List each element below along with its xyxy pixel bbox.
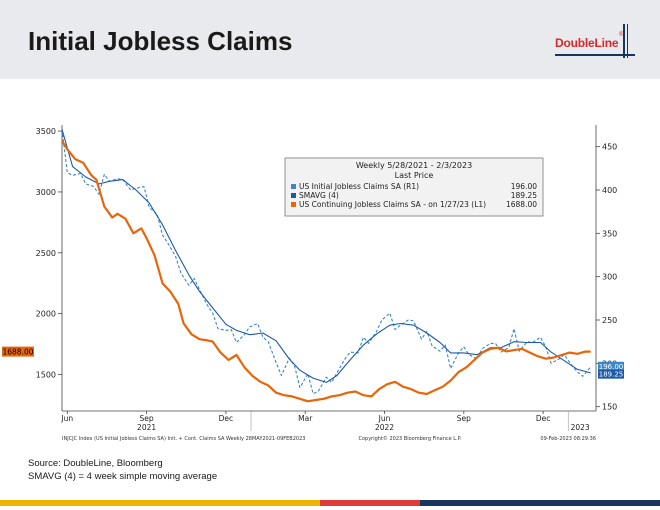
doubleline-logo: DoubleLine ® [555, 24, 635, 58]
legend-swatch-1 [291, 184, 296, 189]
x-tick-label: Dec [219, 414, 234, 423]
right-last-value-tag-2 [598, 369, 624, 379]
logo-horizontal-line [555, 54, 635, 56]
legend-swatch-3 [291, 202, 296, 207]
slide-header: Initial Jobless Claims DoubleLine ® [0, 0, 660, 79]
caption-center: Copyright© 2023 Bloomberg Finance L.P. [358, 435, 461, 442]
slide-title: Initial Jobless Claims [28, 26, 293, 56]
x-tick-label: Mar [298, 414, 313, 423]
right-last-value-tag-1 [598, 361, 624, 371]
x-tick-label: Dec [536, 414, 551, 423]
right-tick-label: 350 [602, 229, 617, 238]
legend-entry-value: 196.00 [511, 182, 537, 191]
right-tick-label: 450 [602, 143, 617, 152]
left-tick-label: 2500 [36, 249, 56, 258]
x-tick-label: Sep [140, 414, 154, 423]
legend-title: Weekly 5/28/2021 - 2/3/2023 [356, 161, 472, 170]
legend-entry-name: US Initial Jobless Claims SA (R1) [299, 182, 419, 191]
footer-bar-red [320, 500, 420, 506]
right-last-value-label-2: 189.25 [599, 371, 624, 379]
left-tick-label: 2000 [36, 310, 56, 319]
source-note: Source: DoubleLine, Bloomberg [28, 458, 163, 469]
x-tick-label: Sep [457, 414, 471, 423]
x-year-label: 2021 [137, 423, 156, 432]
jobless-claims-chart: 3500300025002000150045040035030025020015… [2, 125, 624, 442]
right-tick-label: 150 [602, 403, 617, 412]
legend-swatch-2 [291, 193, 296, 198]
left-tick-label: 3500 [36, 127, 56, 136]
legend-entry-value: 189.25 [511, 191, 537, 200]
caption-left: INJCJC Index (US Initial Jobless Claims … [62, 436, 305, 442]
left-tick-label: 1500 [36, 370, 56, 379]
right-tick-label: 300 [602, 273, 617, 282]
legend-entry-name: SMAVG (4) [299, 191, 339, 200]
left-tick-label: 3000 [36, 188, 56, 197]
series-line-1 [61, 129, 592, 395]
series-line-3 [61, 140, 591, 403]
footer-bar-navy [420, 500, 660, 506]
caption-right: 09-Feb-2023 08:29:36 [540, 436, 596, 442]
left-last-value-label: 1688.00 [2, 348, 33, 357]
logo-vertical-line-thin [627, 24, 628, 58]
chart-container: 3500300025002000150045040035030025020015… [0, 115, 660, 455]
x-tick-label: Jun [378, 414, 391, 423]
legend-box [284, 157, 544, 217]
x-year-label: 2023 [571, 423, 590, 432]
logo-trademark: ® [619, 32, 624, 38]
right-tick-label: 400 [602, 186, 617, 195]
x-tick-label: Jun [60, 414, 73, 423]
footer: Source: DoubleLine, Bloomberg SMAVG (4) … [28, 457, 217, 483]
left-last-value-tag [2, 346, 34, 357]
footer-bar-yellow [0, 500, 320, 506]
logo-vertical-line [623, 24, 625, 58]
logo-text: DoubleLine [555, 36, 619, 50]
legend-entry-value: 1688.00 [506, 200, 537, 209]
legend-entry-name: US Continuing Jobless Claims SA - on 1/2… [299, 200, 486, 209]
series-line-2 [61, 129, 591, 383]
smavg-note: SMAVG (4) = 4 week simple moving average [28, 471, 218, 482]
legend-subtitle: Last Price [395, 171, 434, 180]
x-year-label: 2022 [375, 423, 394, 432]
right-last-value-label-1: 196.00 [599, 363, 624, 371]
right-tick-label: 250 [602, 316, 617, 325]
